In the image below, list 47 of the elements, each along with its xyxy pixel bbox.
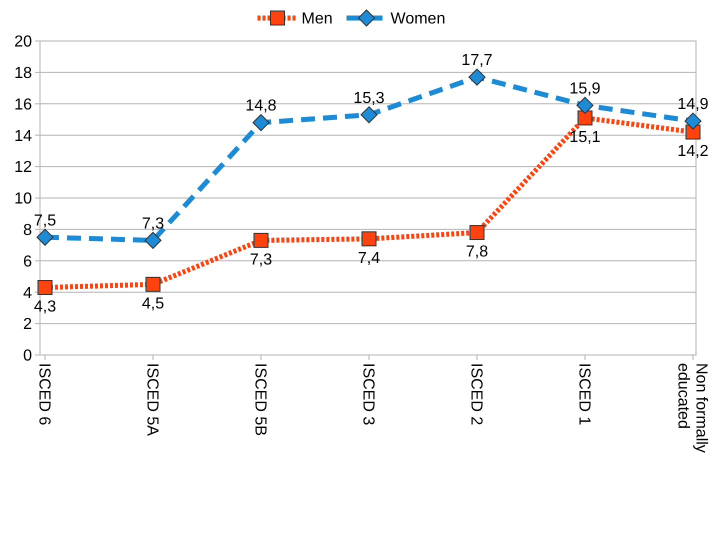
data-label: 7,3 <box>250 251 272 268</box>
point <box>468 68 486 86</box>
x-tick-label: Non formally educated <box>674 363 710 453</box>
data-label: 4,5 <box>142 295 164 312</box>
x-tick-label: ISCED 5B <box>251 363 268 436</box>
x-tick-label: ISCED 5A <box>143 363 160 436</box>
data-label: 7,3 <box>142 215 164 232</box>
x-tick-label: ISCED 1 <box>575 363 592 426</box>
x-tick-label: ISCED 6 <box>35 363 52 426</box>
y-tick-label: 18 <box>14 65 32 82</box>
data-label: 17,7 <box>461 52 493 70</box>
data-label: 14,2 <box>677 143 709 160</box>
point <box>38 280 52 295</box>
y-tick-label: 6 <box>23 253 32 270</box>
point <box>360 106 378 124</box>
data-label: 15,3 <box>353 90 385 107</box>
y-tick-label: 8 <box>23 222 32 239</box>
y-tick-label: 16 <box>14 96 32 114</box>
data-label: 7,5 <box>34 212 56 230</box>
y-tick-label: 2 <box>23 316 32 334</box>
point <box>362 231 376 246</box>
point <box>254 232 268 248</box>
data-label: 7,4 <box>358 250 380 267</box>
point <box>470 225 484 240</box>
x-tick-label: ISCED 2 <box>467 363 484 426</box>
data-label: 15,9 <box>569 80 601 98</box>
data-label: 14,8 <box>245 98 277 115</box>
point <box>684 112 702 130</box>
point <box>36 228 54 246</box>
y-tick-label: 4 <box>23 284 32 302</box>
y-tick-label: 0 <box>23 348 32 365</box>
point <box>144 232 162 249</box>
data-label: 7,8 <box>466 244 488 261</box>
y-tick-label: 12 <box>14 159 32 176</box>
data-label: 14,9 <box>677 96 709 114</box>
point <box>578 110 592 126</box>
legend-label: Women <box>390 10 446 28</box>
x-tick-label: ISCED 3 <box>359 363 376 426</box>
point <box>252 114 270 132</box>
y-tick-label: 14 <box>14 128 32 145</box>
y-tick-label: 10 <box>14 190 32 208</box>
y-tick-label: 20 <box>14 34 32 51</box>
data-label: 15,1 <box>569 128 601 146</box>
data-label: 4,3 <box>34 298 56 316</box>
legend-label: Men <box>302 10 333 28</box>
point <box>576 96 594 114</box>
point <box>146 276 160 292</box>
